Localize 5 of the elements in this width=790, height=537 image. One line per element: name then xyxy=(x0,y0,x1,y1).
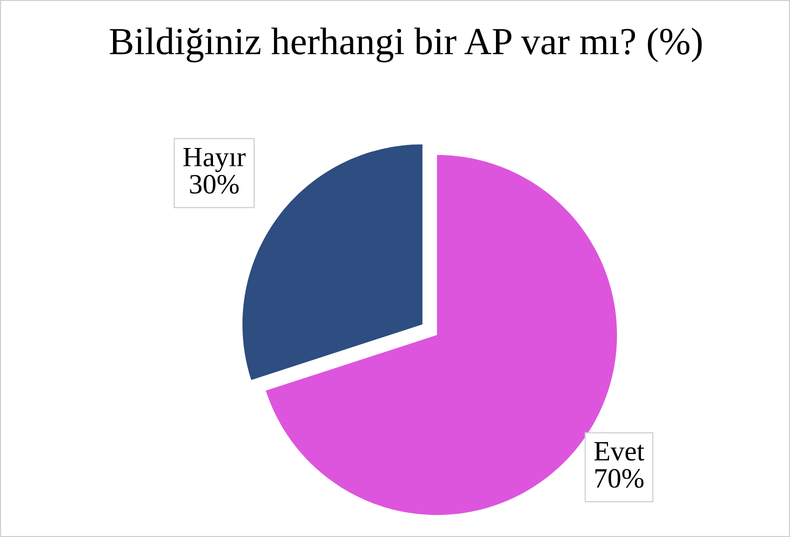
chart-title: Bildiğiniz herhangi bir AP var mı? (%) xyxy=(110,28,702,62)
slice-label: Evet xyxy=(594,442,644,461)
data-label: 30% xyxy=(190,174,239,194)
data-label: 70% xyxy=(595,469,644,488)
slice-label: Hayır xyxy=(183,148,246,172)
